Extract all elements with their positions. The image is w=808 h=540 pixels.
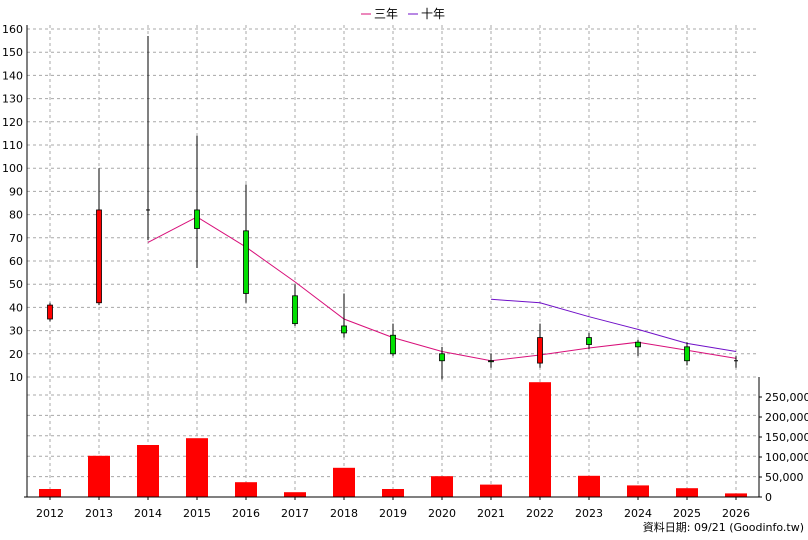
volume-bar [39,489,61,497]
price-tick-label: 30 [9,325,23,338]
candle-body [194,209,200,229]
volume-bar [235,482,257,497]
volume-bar [480,484,502,497]
x-tick-label: 2023 [575,507,603,520]
volume-bar [431,476,453,497]
axes: 10 20 30 40 50 60 70 80 90 100 110 120 130 140 150 160 2… [2,23,808,520]
x-tick-label: 2013 [85,507,113,520]
x-tick-label: 2025 [673,507,701,520]
candle-body [635,341,641,348]
price-tick-label: 140 [2,69,23,82]
candle-body [390,334,396,355]
candle-body [341,325,347,334]
candlesticks [47,35,738,380]
candle-body [488,360,494,363]
price-tick-label: 70 [9,232,23,245]
volume-tick-label: 200,000 [765,411,808,424]
volume-bar [627,485,649,497]
volume-tick-label: 100,000 [765,451,808,464]
volume-bar [284,492,306,497]
source-label: 資料日期: 09/21 (Goodinfo.tw) [643,520,804,534]
candle-body [47,304,53,320]
volume-tick-label: 250,000 [765,391,808,404]
price-tick-label: 130 [2,93,23,106]
x-tick-label: 2026 [722,507,750,520]
x-tick-label: 2014 [134,507,162,520]
price-tick-label: 100 [2,162,23,175]
volume-bar [382,489,404,497]
volume-tick-label: 150,000 [765,431,808,444]
x-tick-label: 2012 [36,507,64,520]
x-tick-label: 2024 [624,507,652,520]
x-tick-label: 2022 [526,507,554,520]
candle-body [439,353,445,362]
price-tick-label: 40 [9,301,23,314]
grid-lines [27,25,759,497]
price-tick-label: 10 [9,371,23,384]
price-tick-label: 90 [9,185,23,198]
price-tick-label: 120 [2,116,23,129]
volume-tick-label: 50,000 [765,471,804,484]
volume-bar [137,445,159,497]
price-tick-label: 20 [9,348,23,361]
volume-bar [333,467,355,497]
candle-body [243,230,249,294]
volume-bar [676,488,698,497]
price-tick-label: 160 [2,23,23,36]
x-tick-label: 2021 [477,507,505,520]
legend-label: 十年 [421,7,445,21]
x-tick-label: 2019 [379,507,407,520]
price-tick-label: 150 [2,46,23,59]
candle-body [292,295,298,325]
candle-body [96,209,102,304]
volume-bar [186,438,208,497]
volume-bar [725,493,747,497]
price-tick-label: 110 [2,139,23,152]
price-tick-label: 80 [9,209,23,222]
candle-body [586,337,592,345]
volume-bar [578,475,600,497]
x-tick-label: 2016 [232,507,260,520]
x-tick-label: 2020 [428,507,456,520]
price-tick-label: 60 [9,255,23,268]
price-tick-label: 50 [9,278,23,291]
x-tick-label: 2017 [281,507,309,520]
x-tick-label: 2018 [330,507,358,520]
volume-bar [88,455,110,497]
volume-bar [529,382,551,497]
legend-label: 三年 [374,7,398,21]
legend: 三年 十年 [361,7,445,21]
volume-tick-label: 0 [765,491,772,504]
ma-line-10y [490,298,737,352]
x-tick-label: 2015 [183,507,211,520]
candle-body [684,346,690,362]
candle-body [537,337,543,364]
volume-bars [39,382,747,497]
